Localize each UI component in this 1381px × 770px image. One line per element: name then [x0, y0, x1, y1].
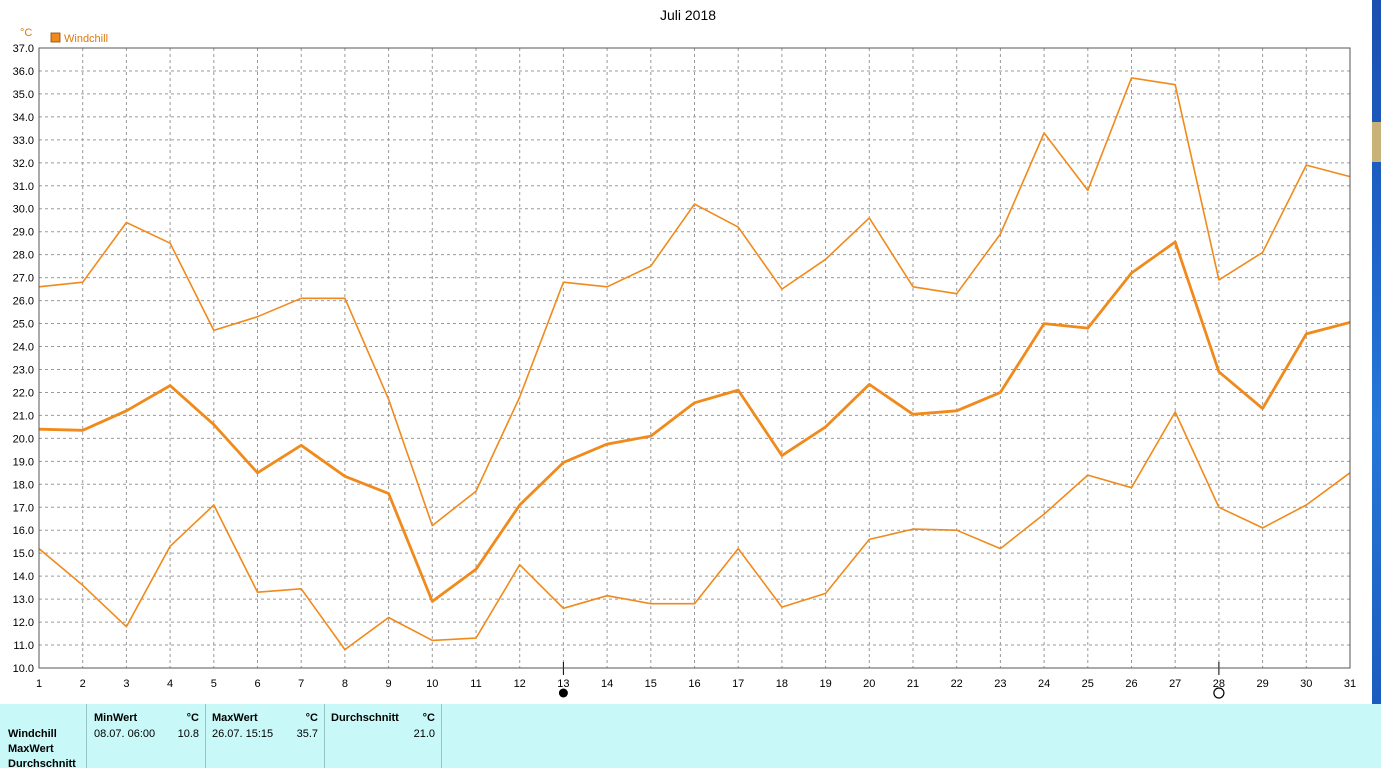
x-tick-label: 29	[1256, 678, 1268, 690]
x-tick-label: 26	[1125, 678, 1137, 690]
y-tick-label: 34.0	[13, 112, 34, 124]
x-tick-label: 15	[645, 678, 657, 690]
y-tick-label: 22.0	[13, 387, 34, 399]
chart: Juli 2018 °C Windchill 10.011.012.013.01…	[13, 7, 1356, 699]
x-tick-label: 18	[776, 678, 788, 690]
y-tick-label: 27.0	[13, 273, 34, 285]
x-tick-label: 7	[298, 678, 304, 690]
legend-swatch	[50, 32, 61, 43]
avg-value: 21.0	[413, 728, 435, 740]
y-tick-label: 37.0	[13, 43, 34, 55]
y-tick-label: 29.0	[13, 227, 34, 239]
x-tick-label: 10	[426, 678, 438, 690]
series-line-avg	[38, 240, 1351, 603]
new-moon-icon	[558, 688, 568, 698]
y-tick-label: 26.0	[13, 296, 34, 308]
x-tick-label: 14	[601, 678, 613, 690]
y-tick-label: 28.0	[13, 250, 34, 262]
grid	[39, 48, 1350, 668]
desktop-background-strip	[1356, 0, 1381, 704]
max-header: MaxWert	[212, 712, 258, 724]
y-tick-label: 21.0	[13, 410, 34, 422]
y-tick-label: 16.0	[13, 525, 34, 537]
x-tick-label: 24	[1038, 678, 1050, 690]
max-column: MaxWert °C 26.07. 15:15 35.7	[206, 704, 325, 768]
x-tick-label: 1	[36, 678, 42, 690]
y-tick-label: 33.0	[13, 135, 34, 147]
series-line-min	[38, 411, 1351, 651]
min-date: 08.07. 06:00	[94, 728, 156, 740]
x-tick-label: 20	[863, 678, 875, 690]
avg-column: Durchschnitt °C 21.0	[325, 704, 442, 768]
x-tick-label: 23	[994, 678, 1006, 690]
max-unit: °C	[305, 712, 318, 724]
strip-white-edge	[1356, 0, 1372, 704]
x-tick-label: 31	[1344, 678, 1356, 690]
y-tick-label: 36.0	[13, 66, 34, 78]
x-tick-label: 12	[514, 678, 526, 690]
strip-folder-edge	[1372, 122, 1381, 162]
series-line-max	[38, 77, 1351, 527]
x-tick-label: 17	[732, 678, 744, 690]
moon-markers	[558, 662, 1225, 699]
x-tick-label: 8	[342, 678, 348, 690]
x-tick-label: 3	[123, 678, 129, 690]
min-value: 10.8	[177, 728, 199, 740]
x-tick-label: 13	[557, 678, 569, 690]
y-tick-label: 30.0	[13, 204, 34, 216]
column-separator	[86, 704, 87, 768]
y-tick-label: 18.0	[13, 479, 34, 491]
y-tick-label: 25.0	[13, 319, 34, 331]
y-tick-label: 20.0	[13, 433, 34, 445]
row-label-windchill: Windchill	[8, 728, 57, 740]
row-label-durchschnitt: Durchschnitt	[8, 758, 76, 770]
x-tick-label: 28	[1213, 678, 1225, 690]
stats-panel: Windchill MaxWert Durchschnitt MinWert °…	[0, 704, 1381, 770]
x-tick-label: 4	[167, 678, 173, 690]
avg-unit: °C	[422, 712, 435, 724]
y-tick-label: 31.0	[13, 181, 34, 193]
y-tick-label: 14.0	[13, 571, 34, 583]
y-tick-label: 19.0	[13, 456, 34, 468]
row-label-maxwert: MaxWert	[8, 743, 54, 755]
x-tick-label: 30	[1300, 678, 1312, 690]
max-value: 35.7	[296, 728, 318, 740]
x-tick-label: 22	[951, 678, 963, 690]
x-tick-label: 5	[211, 678, 217, 690]
max-date: 26.07. 15:15	[212, 728, 274, 740]
min-header: MinWert	[94, 712, 138, 724]
y-tick-label: 10.0	[13, 663, 34, 675]
chart-title: Juli 2018	[660, 7, 716, 23]
x-tick-label: 2	[80, 678, 86, 690]
plot-frame	[38, 47, 1351, 669]
x-tick-label: 21	[907, 678, 919, 690]
y-tick-label: 13.0	[13, 594, 34, 606]
x-tick-label: 16	[688, 678, 700, 690]
full-moon-icon	[1213, 687, 1225, 699]
min-unit: °C	[186, 712, 199, 724]
x-tick-label: 25	[1082, 678, 1094, 690]
x-tick-label: 19	[819, 678, 831, 690]
axis-ticks: 10.0 11.0 12.0 13.0 14.0 15.0 16.0 17.0 18.0 19.0…	[13, 43, 1356, 690]
y-tick-label: 15.0	[13, 548, 34, 560]
y-tick-label: 12.0	[13, 617, 34, 629]
y-tick-label: 24.0	[13, 342, 34, 354]
x-tick-label: 6	[254, 678, 260, 690]
y-tick-label: 35.0	[13, 89, 34, 101]
y-tick-label: 23.0	[13, 364, 34, 376]
avg-header: Durchschnitt	[331, 712, 399, 724]
legend-label: Windchill	[64, 33, 108, 45]
x-tick-label: 27	[1169, 678, 1181, 690]
y-axis-unit: °C	[20, 27, 32, 39]
y-tick-label: 11.0	[13, 640, 34, 652]
min-column: MinWert °C 08.07. 06:00 10.8	[87, 704, 206, 768]
x-tick-label: 9	[386, 678, 392, 690]
x-tick-label: 11	[470, 678, 481, 690]
series-lines	[38, 77, 1351, 651]
y-tick-label: 32.0	[13, 158, 34, 170]
y-tick-label: 17.0	[13, 502, 34, 514]
